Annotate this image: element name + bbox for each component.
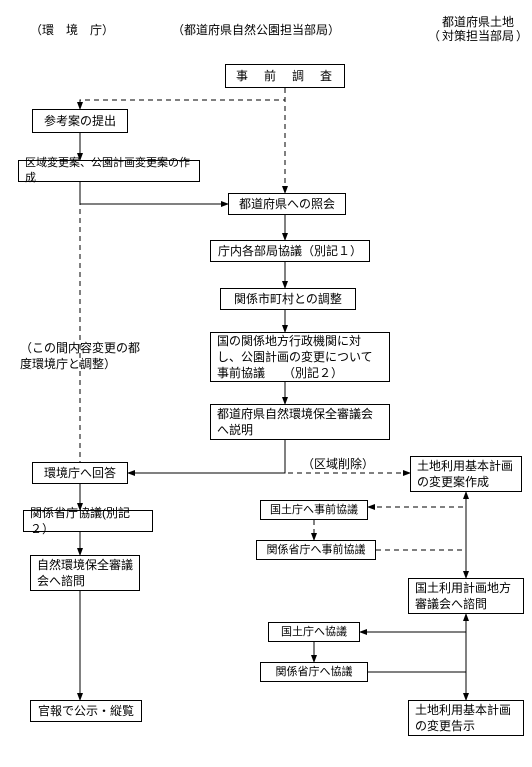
node-gazette: 官報で公示・縦覧 [30,700,142,722]
node-internal-meeting: 庁内各部局協議（別記１） [210,240,370,262]
node-landuse-council: 国土利用計画地方審議会へ諮問 [408,578,524,614]
header-col1: （環 境 庁） [30,22,114,38]
node-prior-consult-national: 国の関係地方行政機関に対し、公園計画の変更について事前協議 （別記２） [210,332,390,382]
header-col2: （都道府県自然公園担当部局） [172,22,340,38]
node-landuse-notice: 土地利用基本計画の変更告示 [408,700,524,736]
flowchart-canvas: （環 境 庁） （都道府県自然公園担当部局） 都道府県土地 （ 対策担当部局 ）… [0,0,532,767]
node-ministry-consult: 関係省庁へ協議 [260,662,368,682]
node-submit-ref: 参考案の提出 [32,109,128,133]
annotation-content-change: （この間内容変更の都度環境庁と調整） [20,340,150,372]
node-coord-municipal: 関係市町村との調整 [220,288,356,310]
node-draft-change: 区域変更案、公園計画変更案の作成 [18,160,200,182]
node-mlit-prior: 国土庁へ事前協議 [260,500,368,520]
node-explain-council: 都道府県自然環境保全審議会へ説明 [210,404,390,440]
node-pre-survey: 事 前 調 査 [225,64,345,88]
node-mlit-consult: 国土庁へ協議 [268,622,360,642]
node-env-council-consult: 自然環境保全審議会へ諮問 [30,555,140,591]
node-ministry-prior: 関係省庁へ事前協議 [256,540,376,560]
node-inquiry-pref: 都道府県への照会 [228,193,346,215]
annotation-area-delete: （区域削除） [302,456,374,472]
node-ministry-meeting: 関係省庁協議(別記２） [23,510,153,532]
node-landuse-draft: 土地利用基本計画の変更案作成 [410,456,522,492]
node-reply-env: 環境庁へ回答 [32,462,128,484]
